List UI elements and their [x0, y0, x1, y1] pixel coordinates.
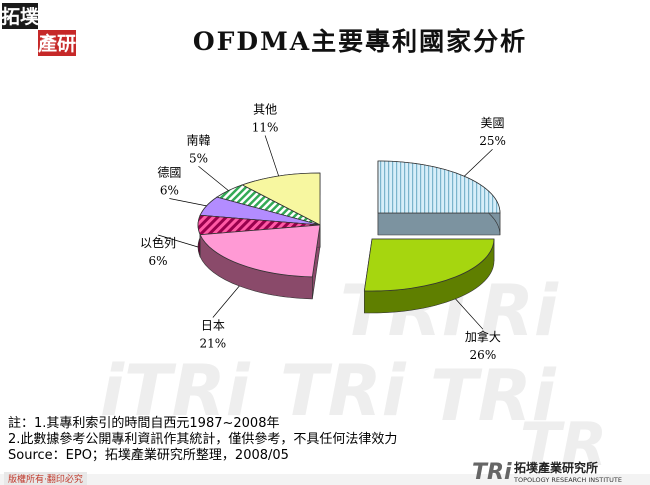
leader-line: [198, 165, 229, 191]
svg-text:TRi: TRi: [430, 355, 557, 437]
pie-value-以色列: 6%: [148, 254, 167, 268]
note-line-1: 註：1.其專利索引的時間自西元1987~2008年: [8, 416, 280, 431]
svg-text:Ri: Ri: [480, 270, 559, 352]
footer-bar: [0, 474, 650, 485]
leader-line: [464, 148, 493, 177]
leader-line: [212, 285, 240, 318]
pie-label-南韓: 南韓: [186, 132, 210, 147]
pie-label-美國: 美國: [481, 116, 505, 130]
leader-line: [169, 198, 207, 207]
brand-en: TOPOLOGY RESEARCH INSTITUTE: [513, 476, 622, 484]
leader-line: [455, 298, 484, 330]
leader-line: [264, 135, 280, 177]
pie-slice-日本: [199, 224, 321, 300]
leader-line: [157, 234, 199, 248]
pie-value-日本: 21%: [200, 337, 227, 351]
notes: 註：1.其專利索引的時間自西元1987~2008年 2.此數據參考公開專利資訊作…: [8, 416, 478, 464]
pie-value-加拿大: 26%: [470, 348, 497, 362]
pie-value-德國: 6%: [160, 184, 179, 198]
logo-stamp: 拓墣 產研: [0, 0, 78, 60]
note-source: Source：EPO；拓墣產業研究所整理，2008/05: [8, 448, 289, 463]
svg-text:TR: TR: [520, 410, 607, 470]
brand-cn: 拓墣產業研究所: [514, 460, 598, 475]
pie-value-南韓: 5%: [189, 151, 208, 165]
chart-title: OFDMA主要專利國家分析: [192, 27, 528, 56]
svg-text:iTRi: iTRi: [100, 350, 251, 432]
logo-text-2: 產研: [38, 32, 76, 55]
pie-slice-加拿大: [363, 238, 495, 314]
pie-value-其他: 11%: [252, 121, 279, 135]
svg-text:TRi: TRi: [280, 350, 407, 432]
brand-abbr: TRi: [472, 460, 512, 485]
pie-slice-美國: [377, 160, 501, 236]
pie-value-美國: 25%: [479, 134, 506, 148]
pie-label-以色列: 以色列: [140, 236, 176, 250]
note-line-2: 2.此數據參考公開專利資訊作其統計，僅供參考，不具任何法律效力: [8, 432, 398, 447]
copyright-text: 版權所有‧翻印必究: [4, 472, 87, 485]
pie-label-加拿大: 加拿大: [465, 329, 501, 344]
logo-text-1: 拓墣: [1, 5, 39, 28]
pie-label-日本: 日本: [201, 319, 225, 333]
pie-label-其他: 其他: [253, 103, 277, 117]
brand-logo: TRi 拓墣產業研究所 TOPOLOGY RESEARCH INSTITUTE: [472, 460, 622, 485]
pie-label-德國: 德國: [157, 165, 181, 180]
